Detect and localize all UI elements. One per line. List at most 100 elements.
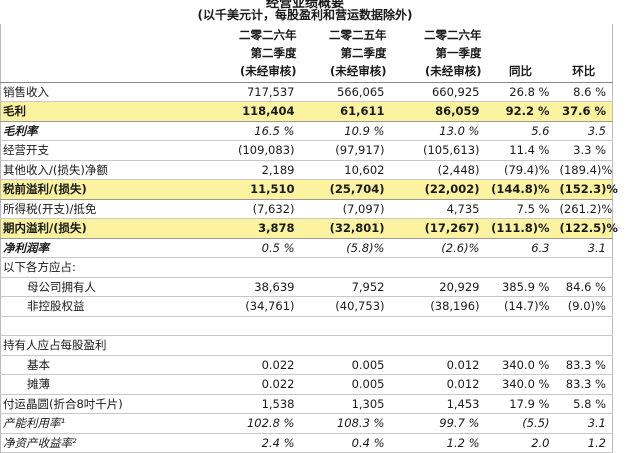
empty-cell	[200, 316, 301, 336]
table-row: 以下各方应占:	[0, 257, 613, 278]
value-cell: (2.6)%	[390, 238, 486, 258]
value-cell: 6.3	[485, 238, 556, 258]
value-cell: 118,404	[200, 101, 301, 122]
value-cell: (189.4)%	[555, 160, 613, 180]
value-cell: 2,189	[200, 160, 301, 180]
value-cell: (2,448)	[390, 160, 486, 180]
value-cell: 11.4 %	[485, 140, 556, 161]
value-cell: 38,639	[200, 277, 301, 297]
value-cell: 13.0 %	[390, 121, 486, 141]
table-row: 期内溢利/(损失) 3,878 (32,801) (17,267) (111.8)% (1…	[0, 218, 618, 239]
value-cell: 8.6 %	[555, 82, 613, 102]
row-label: 非控股权益	[0, 296, 201, 317]
value-cell: (38,196)	[390, 296, 486, 317]
value-cell	[555, 257, 613, 278]
results-table: 二零二六年 第二季度 (未经审核) 二零二五年 第二季度 (未经审核) 二零二六年 第一季度 (…	[0, 24, 618, 453]
value-cell: (14.7)%	[485, 296, 556, 317]
value-cell: 26.8 %	[485, 82, 556, 102]
row-label: 以下各方应占:	[0, 257, 201, 278]
table-row: 母公司拥有人 38,639 7,952 20,929 385.9 % 84.6 %	[0, 277, 613, 297]
row-label: 基本	[0, 355, 201, 375]
value-cell: (32,801)	[300, 218, 391, 239]
header-line: 同比	[509, 63, 532, 78]
table-row: 经营开支 (109,083) (97,917) (105,613) 11.4 % 3.3 …	[0, 140, 613, 161]
table-row: 所得税(开支)/抵免 (7,632) (7,097) 4,735 7.5 % (261.2…	[0, 199, 613, 219]
value-cell: 83.3 %	[555, 355, 613, 375]
value-cell: 4,735	[390, 199, 486, 219]
value-cell: 17.9 %	[485, 394, 556, 414]
row-label: 母公司拥有人	[0, 277, 201, 297]
value-cell	[200, 257, 301, 278]
table-row: 净利润率 0.5 % (5.8)% (2.6)% 6.3 3.1	[0, 238, 613, 258]
value-cell: 1,453	[390, 394, 486, 414]
value-cell: 108.3 %	[300, 413, 391, 434]
value-cell: (144.8)%	[485, 179, 556, 200]
value-cell: 3.5	[555, 121, 613, 141]
value-cell: 16.5 %	[200, 121, 301, 141]
value-cell: 10.9 %	[300, 121, 391, 141]
header-cell	[1, 24, 201, 82]
row-label: 销售收入	[0, 82, 201, 102]
table-row: 税前溢利/(损失) 11,510 (25,704) (22,002) (144.8)%(…	[0, 179, 618, 200]
table-row: 其他收入/(损失)净额 2,189 10,602 (2,448) (79.4)% (189…	[0, 160, 613, 180]
row-label: 毛利	[0, 101, 201, 122]
value-cell: (7,097)	[300, 199, 391, 219]
value-cell: (34,761)	[200, 296, 301, 317]
value-cell: (261.2)%	[555, 199, 613, 219]
value-cell: 83.3 %	[555, 374, 613, 395]
value-cell: (109,083)	[200, 140, 301, 161]
header-cell: 二零二六年 第二季度 (未经审核)	[201, 24, 301, 82]
value-cell: 3.1	[555, 238, 613, 258]
value-cell: (79.4)%	[485, 160, 556, 180]
value-cell: 61,611	[300, 101, 391, 122]
value-cell: 86,059	[390, 101, 486, 122]
value-cell: (5.5)	[485, 413, 556, 434]
value-cell: 340.0 %	[485, 355, 556, 375]
value-cell	[555, 335, 613, 356]
header-line: 二零二六年	[239, 27, 297, 42]
value-cell	[390, 257, 486, 278]
value-cell: (25,704)	[300, 179, 391, 200]
row-label: 经营开支	[0, 140, 201, 161]
value-cell: 1,305	[300, 394, 391, 414]
header-cell: 二零二六年 第一季度 (未经审核)	[391, 24, 486, 82]
table-row: 非控股权益 (34,761) (40,753) (38,196) (14.7)% (9.0…	[0, 296, 613, 317]
table-row: 持有人应占每股盈利	[0, 335, 613, 356]
value-cell: 0.012	[390, 355, 486, 375]
value-cell: (152.3)%	[555, 179, 618, 200]
value-cell: 102.8 %	[200, 413, 301, 434]
row-label: 持有人应占每股盈利	[0, 335, 201, 356]
row-label: 所得税(开支)/抵免	[0, 199, 201, 219]
header-line: 二零二五年	[329, 27, 387, 42]
row-label: 其他收入/(损失)净额	[0, 160, 201, 180]
value-cell: (17,267)	[390, 218, 486, 239]
row-label: 产能利用率¹	[0, 413, 201, 434]
value-cell: 1,538	[200, 394, 301, 414]
value-cell: 566,065	[300, 82, 391, 102]
value-cell: 3.3 %	[555, 140, 613, 161]
row-label: 毛利率	[0, 121, 201, 141]
header-line: (未经审核)	[239, 63, 297, 78]
value-cell: (40,753)	[300, 296, 391, 317]
spacer-row	[0, 316, 613, 336]
table-row: 销售收入 717,537 566,065 660,925 26.8 % 8.6 %	[0, 82, 613, 102]
value-cell	[300, 257, 391, 278]
value-cell: 5.8 %	[555, 394, 613, 414]
header-line: 第一季度	[435, 45, 482, 60]
empty-cell	[300, 316, 391, 336]
value-cell: 385.9 %	[485, 277, 556, 297]
empty-cell	[485, 316, 556, 336]
value-cell: 99.7 %	[390, 413, 486, 434]
table-row: 付运晶圆(折合8吋千片) 1,538 1,305 1,453 17.9 % 5.8 %	[0, 394, 613, 414]
value-cell	[485, 335, 556, 356]
value-cell: 11,510	[200, 179, 301, 200]
empty-cell	[0, 316, 201, 336]
value-cell	[300, 335, 391, 356]
subtitle: (以千美元计，每股盈利和营运数据除外)	[197, 8, 413, 22]
empty-cell	[555, 316, 613, 336]
value-cell: (122.5)%	[555, 218, 618, 239]
row-label: 摊薄	[0, 374, 201, 395]
value-cell: 0.012	[390, 374, 486, 395]
header-cell: 二零二五年 第二季度 (未经审核)	[301, 24, 391, 82]
empty-cell	[390, 316, 486, 336]
